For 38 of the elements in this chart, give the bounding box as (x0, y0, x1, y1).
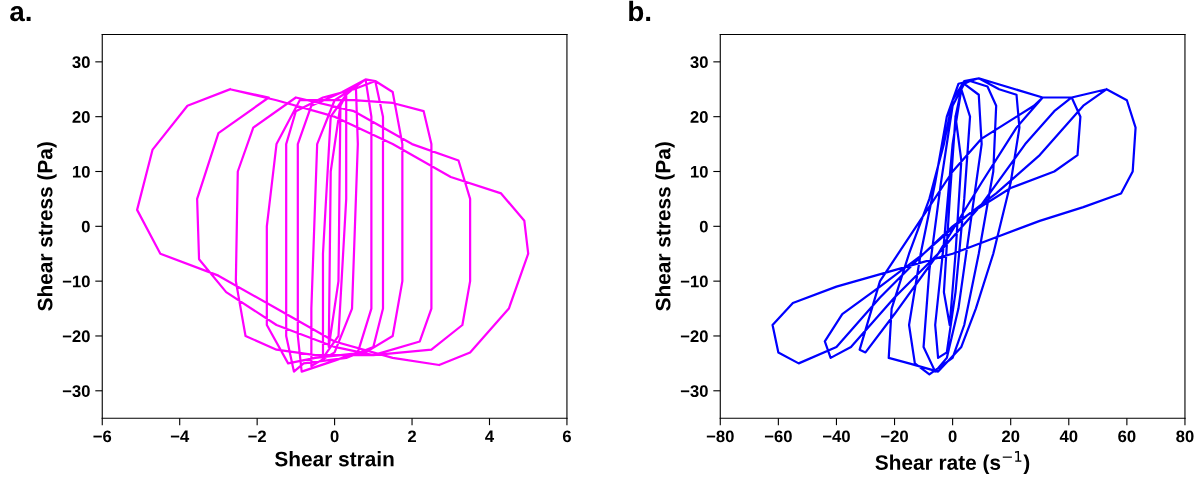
y-tick-label: 10 (690, 165, 708, 178)
x-tick-label: 4 (485, 430, 495, 443)
y-tick-label: −30 (62, 385, 90, 398)
x-tick-label: −40 (823, 430, 850, 443)
x-tick-label: 0 (948, 430, 957, 443)
x-tick-label: −4 (170, 430, 190, 443)
x-tick-label: −20 (881, 430, 908, 443)
y-tick-label: −30 (680, 385, 708, 398)
x-tick-label: 20 (1002, 430, 1020, 443)
chart-title: a. (10, 6, 31, 22)
x-axis-title: Shear rate (s$^{−1}$) (875, 451, 1030, 475)
x-tick-label: 0 (330, 430, 339, 443)
y-tick-label: −10 (680, 275, 708, 288)
x-tick-label: 2 (407, 430, 417, 443)
y-tick-label: 0 (81, 220, 90, 233)
x-tick-label: 80 (1176, 430, 1194, 443)
x-tick-label: −6 (93, 430, 112, 443)
x-tick-label: −80 (706, 430, 734, 443)
y-tick-label: 30 (690, 56, 708, 69)
y-axis-title: Shear stress (Pa) (655, 142, 675, 311)
line-series (136, 78, 530, 373)
y-tick-label: −10 (62, 275, 90, 288)
y-tick-label: 30 (72, 56, 90, 69)
x-axis-title: Shear strain (274, 451, 394, 467)
x-tick-label: −2 (248, 430, 266, 443)
line-series (771, 77, 1137, 376)
y-tick-label: 20 (690, 111, 708, 123)
x-tick-label: 40 (1059, 430, 1078, 443)
y-tick-label: 0 (699, 220, 708, 233)
y-axis-title: Shear stress (Pa) (37, 142, 57, 311)
y-tick-label: 10 (72, 165, 90, 178)
y-tick-label: −20 (62, 330, 90, 343)
chart-title: b. (629, 0, 651, 22)
x-tick-label: −60 (764, 430, 792, 443)
y-tick-label: −20 (680, 330, 708, 343)
x-tick-label: 6 (562, 430, 571, 443)
y-tick-label: 20 (72, 111, 90, 123)
x-tick-label: 60 (1118, 430, 1136, 443)
